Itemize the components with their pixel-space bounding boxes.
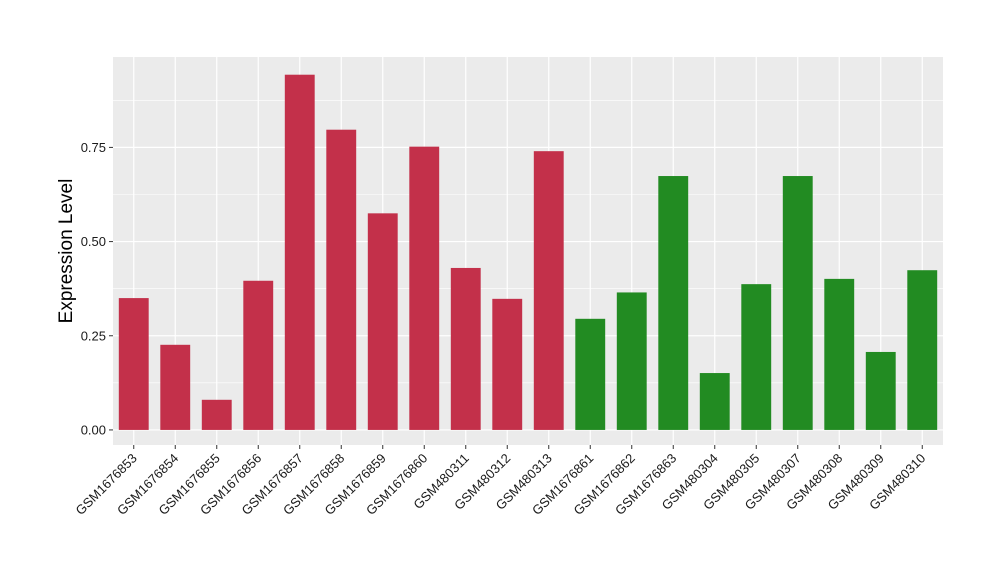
bar-GSM480305: [741, 284, 772, 430]
bar-GSM480312: [492, 298, 523, 430]
bar-GSM1676862: [616, 292, 647, 430]
bar-GSM1676855: [201, 399, 232, 430]
bar-GSM480310: [907, 270, 938, 430]
y-axis-title: Expression Level: [56, 179, 77, 324]
bar-GSM1676853: [118, 298, 149, 430]
bar-GSM1676854: [160, 344, 191, 430]
y-tick-label: 0.75: [81, 140, 106, 155]
bars: [118, 74, 938, 430]
bar-GSM480313: [533, 151, 564, 430]
bar-GSM480308: [824, 278, 855, 430]
bar-GSM1676856: [243, 280, 274, 430]
bar-GSM480304: [699, 373, 730, 430]
bar-GSM480311: [450, 267, 481, 430]
bar-GSM1676860: [409, 146, 440, 430]
bar-GSM1676861: [575, 318, 606, 430]
bar-GSM1676863: [658, 176, 689, 430]
bar-GSM480309: [865, 351, 896, 430]
y-tick-label: 0.00: [81, 422, 106, 437]
y-axis: 0.00 0.25 0.50 0.75: [81, 140, 113, 437]
bar-GSM1676857: [284, 74, 315, 430]
plot-panel: [113, 57, 943, 445]
bar-GSM480307: [782, 176, 813, 430]
y-tick-label: 0.50: [81, 234, 106, 249]
bar-GSM1676859: [367, 213, 398, 430]
y-tick-label: 0.25: [81, 328, 106, 343]
bar-GSM1676858: [326, 129, 357, 430]
x-axis: GSM1676853GSM1676854GSM1676855GSM1676856…: [73, 445, 928, 518]
